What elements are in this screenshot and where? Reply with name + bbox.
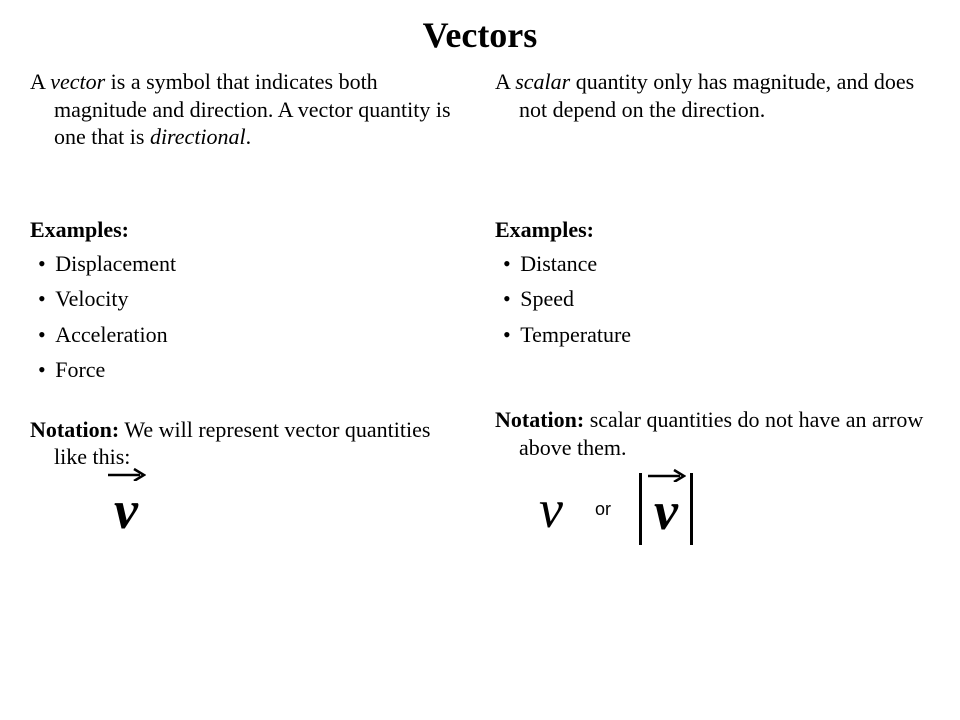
term-scalar: scalar (515, 69, 570, 94)
list-item: Velocity (38, 281, 465, 317)
text: A (30, 69, 50, 94)
notation-label: Notation: (30, 417, 119, 442)
term-directional: directional (150, 124, 246, 149)
magnitude-symbol: v (639, 473, 693, 545)
scalar-notation: Notation: scalar quantities do not have … (495, 406, 930, 461)
arrow-icon (106, 467, 146, 481)
list-item: Temperature (503, 317, 930, 353)
columns: A vector is a symbol that indicates both… (30, 68, 930, 545)
slide-title: Vectors (30, 14, 930, 56)
vector-notation: Notation: We will represent vector quant… (30, 416, 465, 471)
examples-label: Examples: (495, 216, 930, 244)
vector-v-symbol: v (110, 483, 142, 537)
notation-label: Notation: (495, 407, 584, 432)
scalar-symbol-row: v or v (495, 473, 930, 545)
column-scalar: A scalar quantity only has magnitude, an… (495, 68, 930, 545)
text: A (495, 69, 515, 94)
examples-label: Examples: (30, 216, 465, 244)
list-item: Distance (503, 246, 930, 282)
vector-examples-list: Displacement Velocity Acceleration Force (30, 246, 465, 388)
list-item: Displacement (38, 246, 465, 282)
or-text: or (595, 498, 611, 521)
arrow-icon (646, 468, 686, 482)
scalar-v-symbol: v (535, 482, 567, 536)
slide: Vectors A vector is a symbol that indica… (0, 0, 960, 720)
symbol-letter: v (114, 480, 138, 540)
text: . (246, 124, 252, 149)
list-item: Speed (503, 281, 930, 317)
scalar-examples-list: Distance Speed Temperature (495, 246, 930, 353)
scalar-definition: A scalar quantity only has magnitude, an… (495, 68, 930, 188)
text: quantity only has magnitude, and does no… (519, 69, 914, 122)
list-item: Acceleration (38, 317, 465, 353)
vector-v-symbol: v (650, 484, 682, 538)
column-vector: A vector is a symbol that indicates both… (30, 68, 465, 545)
vector-symbol-row: v (30, 483, 465, 537)
vector-definition: A vector is a symbol that indicates both… (30, 68, 465, 188)
symbol-letter: v (654, 481, 678, 541)
term-vector: vector (50, 69, 105, 94)
list-item: Force (38, 352, 465, 388)
text: is a symbol that indicates both magnitud… (54, 69, 451, 149)
